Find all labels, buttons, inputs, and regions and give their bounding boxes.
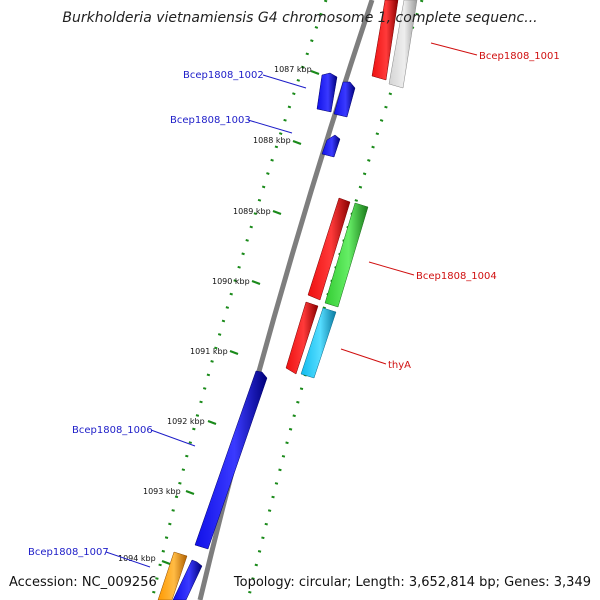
gene-bcep1808-1004-red-shape[interactable] xyxy=(307,197,351,301)
scale-tick-label: 1090 kbp xyxy=(212,277,250,286)
gc-content-track xyxy=(150,0,424,600)
gene-thya-cyan-shape[interactable] xyxy=(300,307,337,379)
gene-bcep1808-1002-shape-a[interactable] xyxy=(316,72,338,113)
gene-bcep1808-1001-grey-shape[interactable] xyxy=(388,0,418,89)
gene-bcep1808-1007-orange-shape[interactable] xyxy=(157,551,188,600)
reverse-strand-genes xyxy=(157,72,356,600)
gene-bcep1808-1004-green-shape[interactable] xyxy=(324,202,369,308)
scale-tick-label: 1087 kbp xyxy=(274,65,312,74)
callout-lines xyxy=(105,42,478,568)
gene-label-bcep1808-1006[interactable]: Bcep1808_1006 xyxy=(72,425,153,436)
genome-summary-text: Topology: circular; Length: 3,652,814 bp… xyxy=(233,575,591,590)
scale-ticks xyxy=(161,69,320,566)
gene-label-bcep1808-1007[interactable]: Bcep1808_1007 xyxy=(28,547,109,558)
gene-label-bcep1808-1004[interactable]: Bcep1808_1004 xyxy=(416,271,497,282)
gene-label-thya[interactable]: thyA xyxy=(388,360,411,371)
gene-bcep1808-1006-shape[interactable] xyxy=(194,370,268,550)
scale-tick-label: 1094 kbp xyxy=(118,554,156,563)
map-title: Burkholderia vietnamiensis G4 chromosome… xyxy=(62,10,538,26)
gene-bcep1808-1002-shape-b[interactable] xyxy=(333,81,356,118)
gene-thya-red-shape[interactable] xyxy=(285,301,319,375)
gene-bcep1808-1001-shape[interactable] xyxy=(371,0,399,81)
scale-tick-label: 1088 kbp xyxy=(253,136,291,145)
scale-tick-label: 1092 kbp xyxy=(167,417,205,426)
accession-text: Accession: NC_009256 xyxy=(9,575,157,590)
gene-label-bcep1808-1001[interactable]: Bcep1808_1001 xyxy=(479,51,560,62)
forward-strand-genes xyxy=(285,0,418,379)
scale-tick-label: 1089 kbp xyxy=(233,207,271,216)
gene-label-bcep1808-1003[interactable]: Bcep1808_1003 xyxy=(170,115,251,126)
scale-labels: 1087 kbp 1088 kbp 1089 kbp 1090 kbp 1091… xyxy=(118,65,312,563)
gene-bcep1808-1007-blue-shape[interactable] xyxy=(172,559,203,600)
gene-bcep1808-1003-shape[interactable] xyxy=(321,134,341,158)
gene-labels: Bcep1808_1001 Bcep1808_1002 Bcep1808_100… xyxy=(28,51,560,558)
gene-label-bcep1808-1002[interactable]: Bcep1808_1002 xyxy=(183,70,264,81)
scale-tick-label: 1091 kbp xyxy=(190,347,228,356)
scale-tick-label: 1093 kbp xyxy=(143,487,181,496)
